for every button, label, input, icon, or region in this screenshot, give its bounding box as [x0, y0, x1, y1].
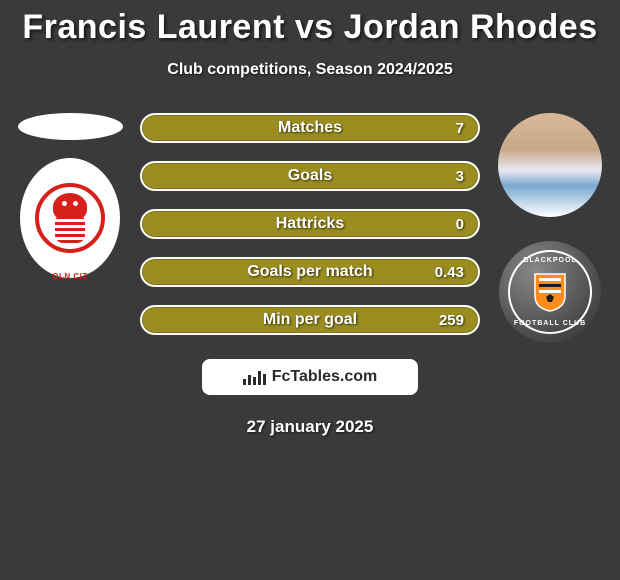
stat-label: Matches: [278, 119, 342, 137]
stat-value: 7: [456, 120, 464, 137]
stats-list: Matches 7 Goals 3 Hattricks 0 Goals per …: [140, 113, 480, 335]
stat-label: Hattricks: [276, 215, 344, 233]
stat-value: 0.43: [435, 264, 464, 281]
stat-row: Goals 3: [140, 161, 480, 191]
content-area: OLN CIT BLACKPOOL: [0, 113, 620, 437]
date-text: 27 january 2025: [0, 417, 620, 437]
player-placeholder-left: [18, 113, 123, 140]
stat-value: 259: [439, 312, 464, 329]
stat-row: Matches 7: [140, 113, 480, 143]
club-badge-left-text: OLN CIT: [20, 272, 120, 281]
stat-row: Goals per match 0.43: [140, 257, 480, 287]
stat-row: Hattricks 0: [140, 209, 480, 239]
stat-label: Goals per match: [247, 263, 372, 281]
stat-value: 0: [456, 216, 464, 233]
left-column: OLN CIT: [8, 113, 132, 278]
infographic-root: Francis Laurent vs Jordan Rhodes Club co…: [0, 0, 620, 437]
club-badge-right-bottom: FOOTBALL CLUB: [510, 320, 590, 327]
stat-value: 3: [456, 168, 464, 185]
source-attribution: FcTables.com: [202, 359, 418, 395]
stat-row: Min per goal 259: [140, 305, 480, 335]
chart-icon: [243, 369, 266, 385]
source-label: FcTables.com: [272, 368, 378, 386]
shield-icon: [533, 272, 567, 312]
stat-label: Min per goal: [263, 311, 357, 329]
club-crest-right: BLACKPOOL FOOTBALL CLUB: [508, 250, 592, 334]
player-photo-right: [498, 113, 602, 217]
club-badge-right: BLACKPOOL FOOTBALL CLUB: [499, 241, 601, 343]
page-subtitle: Club competitions, Season 2024/2025: [0, 61, 620, 79]
club-badge-left: OLN CIT: [20, 158, 120, 278]
club-crest-left: [35, 183, 105, 253]
club-badge-right-top: BLACKPOOL: [510, 257, 590, 264]
photo-placeholder-icon: [498, 113, 602, 217]
crest-body-icon: [55, 217, 85, 243]
stat-label: Goals: [288, 167, 332, 185]
right-column: BLACKPOOL FOOTBALL CLUB: [488, 113, 612, 343]
page-title: Francis Laurent vs Jordan Rhodes: [0, 0, 620, 47]
